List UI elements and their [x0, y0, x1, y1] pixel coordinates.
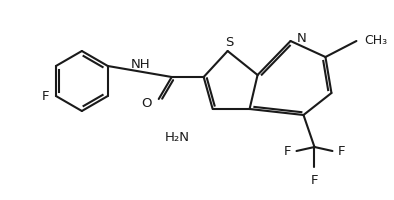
Text: NH: NH — [131, 58, 151, 71]
Text: O: O — [141, 97, 152, 110]
Text: F: F — [41, 90, 49, 103]
Text: N: N — [297, 32, 306, 45]
Text: H₂N: H₂N — [165, 131, 190, 144]
Text: S: S — [225, 36, 234, 49]
Text: CH₃: CH₃ — [364, 33, 388, 46]
Text: F: F — [311, 173, 318, 186]
Text: F: F — [337, 145, 345, 158]
Text: F: F — [284, 145, 292, 158]
